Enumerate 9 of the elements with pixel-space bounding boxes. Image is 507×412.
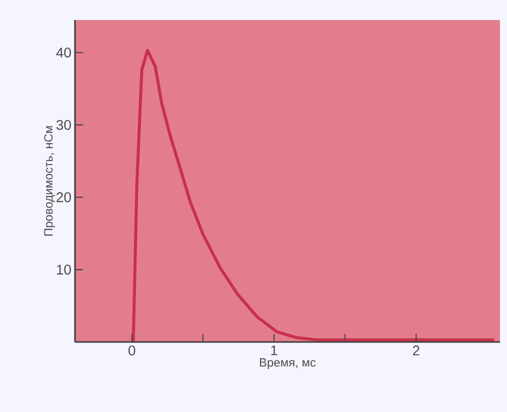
- y-axis-title: Проводимость, нСм: [44, 126, 56, 236]
- x-tick-label: 0: [128, 346, 136, 356]
- x-tick-label: 2: [412, 346, 420, 356]
- x-axis-title: Время, мс: [260, 358, 316, 370]
- y-tick-label: 40: [56, 48, 71, 58]
- y-tick-label: 10: [56, 264, 71, 275]
- y-tick-label: 30: [56, 120, 71, 130]
- x-tick-label: 1: [271, 346, 278, 356]
- y-tick-label: 20: [56, 192, 71, 202]
